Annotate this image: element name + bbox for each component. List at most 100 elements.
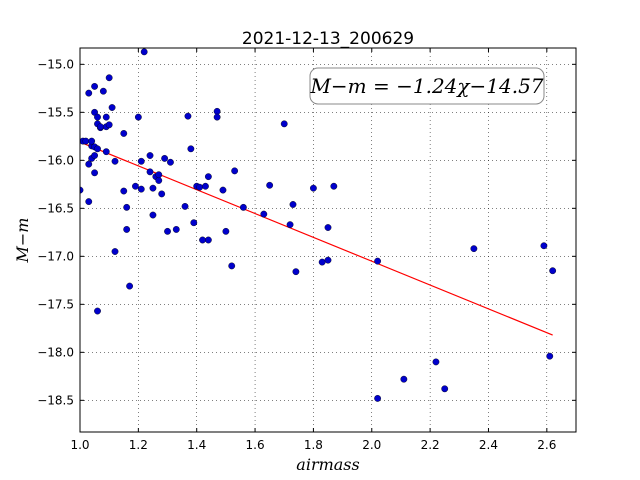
y-axis-label: M−m: [13, 218, 32, 264]
data-point: [137, 157, 145, 165]
x-tick-label: 1.2: [129, 438, 148, 452]
axis-ticks: 1.0 1.2 1.4 1.6 1.8 2.0 2.2 2.4 2.6 −15.0 −15.5 −16…: [37, 48, 576, 452]
x-tick-label: 2.6: [537, 438, 556, 452]
data-point: [330, 182, 338, 190]
chart-title: 2021-12-13_200629: [242, 29, 414, 49]
y-tick-label: −18.0: [37, 345, 74, 359]
data-point: [540, 242, 548, 250]
data-point: [310, 184, 317, 192]
fit-equation-text: M−m = −1.24χ−14.57: [309, 74, 543, 98]
data-point: [91, 152, 98, 159]
data-point: [97, 123, 104, 131]
data-point: [111, 248, 119, 255]
data-point: [549, 267, 557, 275]
y-tick-label: −18.5: [37, 393, 74, 407]
data-point: [111, 157, 119, 165]
fit-equation-frame: [309, 67, 545, 105]
data-point: [400, 375, 408, 383]
y-tick-label: −15.5: [37, 105, 74, 119]
data-point: [228, 262, 236, 270]
x-tick-label: 1.8: [304, 438, 323, 452]
data-point: [85, 160, 93, 168]
data-point: [137, 185, 145, 193]
data-point: [105, 74, 113, 82]
grid-lines: [79, 48, 576, 432]
data-point: [123, 226, 131, 233]
y-tick-label: −17.5: [37, 297, 74, 311]
data-point: [441, 385, 449, 393]
x-tick-label: 2.2: [421, 438, 440, 452]
data-point: [374, 257, 381, 265]
data-point: [181, 202, 189, 210]
data-point: [167, 158, 174, 166]
data-point: [155, 171, 163, 179]
data-points: [80, 48, 557, 402]
x-tick-label: 2.0: [362, 438, 381, 452]
data-point: [289, 201, 297, 208]
data-point: [120, 187, 128, 195]
data-point: [318, 258, 326, 266]
fit-equation-box: M−m = −1.24χ−14.57: [309, 67, 545, 105]
data-point: [102, 113, 110, 121]
data-point: [324, 224, 332, 231]
data-point: [470, 245, 478, 253]
data-point: [85, 198, 93, 206]
data-point: [82, 137, 90, 145]
data-point: [99, 87, 107, 95]
data-point: [105, 121, 113, 129]
x-axis-label: airmass: [296, 455, 359, 474]
data-point: [134, 113, 142, 121]
data-point: [155, 177, 163, 184]
data-point: [260, 210, 268, 218]
data-point: [94, 145, 101, 153]
data-point: [187, 145, 195, 153]
data-point: [94, 307, 101, 315]
x-tick-label: 1.0: [70, 438, 89, 452]
data-point: [280, 120, 288, 128]
x-tick-label: 1.4: [187, 438, 206, 452]
data-point: [546, 352, 554, 360]
data-point: [94, 113, 101, 121]
y-tick-label: −16.5: [37, 201, 74, 215]
y-tick-label: −15.0: [37, 57, 74, 71]
data-point: [324, 256, 332, 264]
data-point: [140, 48, 148, 56]
data-point: [172, 226, 180, 233]
data-point: [161, 154, 169, 162]
data-point: [432, 358, 440, 366]
data-point: [213, 113, 221, 121]
data-point: [184, 112, 192, 120]
x-tick-label: 2.4: [479, 438, 498, 452]
data-point: [149, 211, 157, 219]
data-point: [286, 221, 294, 229]
data-point: [123, 203, 131, 211]
data-point: [146, 168, 154, 176]
data-point: [266, 181, 274, 189]
data-point: [85, 89, 93, 97]
data-point: [126, 282, 134, 290]
y-tick-label: −16.0: [37, 153, 74, 167]
data-point: [158, 190, 166, 198]
data-point: [91, 169, 98, 177]
data-point: [239, 203, 247, 211]
data-point: [132, 182, 139, 190]
data-point: [102, 148, 110, 156]
data-point: [374, 394, 381, 402]
data-point: [231, 167, 239, 175]
data-point: [213, 107, 221, 115]
data-point: [199, 236, 206, 244]
y-tick-label: −17.0: [37, 249, 74, 263]
data-point: [222, 227, 230, 235]
data-point: [120, 130, 128, 137]
data-point: [108, 104, 116, 111]
data-point: [204, 236, 212, 244]
data-point: [292, 268, 300, 276]
data-point: [164, 227, 171, 235]
data-point: [219, 186, 227, 194]
data-point: [202, 182, 209, 190]
data-point: [196, 183, 204, 191]
plot-frame: [79, 47, 577, 433]
data-point: [190, 219, 198, 227]
data-point: [91, 83, 98, 90]
